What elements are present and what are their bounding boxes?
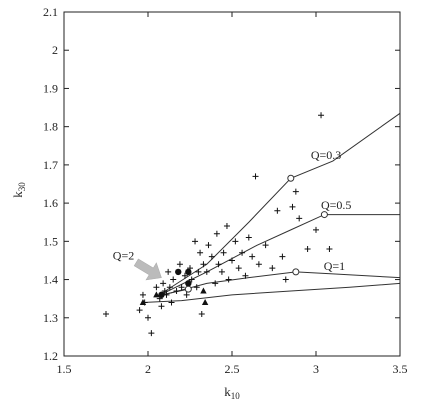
q2-arrow <box>133 258 162 281</box>
plus-marker <box>212 280 219 287</box>
y-tick-label: 2.1 <box>43 5 58 19</box>
curve-3 <box>156 271 401 298</box>
plus-marker <box>245 234 252 241</box>
plus-marker <box>195 268 202 275</box>
plus-marker <box>139 291 146 298</box>
plus-marker <box>326 245 333 252</box>
curve-marker-open-circle <box>320 211 328 219</box>
filled-circle-marker <box>175 268 182 276</box>
curve-marker-open-circle <box>184 285 192 293</box>
y-tick-label: 1.5 <box>43 234 58 248</box>
plus-marker <box>289 203 296 210</box>
plus-marker <box>173 288 180 295</box>
y-tick-label: 1.7 <box>43 158 58 172</box>
filled-triangle-marker <box>200 287 207 294</box>
plus-marker <box>225 276 232 283</box>
x-tick-label: 3 <box>313 362 319 376</box>
plus-marker <box>269 265 276 272</box>
filled-circle-marker <box>185 280 192 287</box>
plus-marker <box>274 207 281 214</box>
plus-marker <box>229 257 235 264</box>
plus-marker <box>292 188 299 195</box>
y-tick-label: 1.4 <box>43 273 58 287</box>
curve-marker-open-circle <box>287 174 295 182</box>
y-axis-title: k30 <box>10 182 27 198</box>
plus-marker <box>181 272 188 279</box>
curve-marker-open-circle <box>292 268 300 276</box>
filled-triangle-marker <box>201 298 209 305</box>
plus-marker <box>215 261 222 268</box>
x-tick-label: 2.5 <box>225 362 240 376</box>
curve-2 <box>156 214 400 298</box>
plus-marker <box>165 268 172 275</box>
plus-marker <box>148 330 155 337</box>
filled-triangle-marker <box>139 298 147 305</box>
curve-4 <box>142 282 401 303</box>
plus-marker <box>188 276 195 283</box>
plot-area: Q=0.3 Q=0.5 Q=1 Q=2 <box>103 112 401 337</box>
plus-marker <box>103 310 109 317</box>
plus-marker <box>161 288 168 295</box>
plus-marker <box>193 284 200 291</box>
plus-marker <box>176 261 183 268</box>
plus-marker <box>153 284 160 291</box>
plus-marker <box>220 249 227 256</box>
plus-marker <box>235 265 242 272</box>
axes: 1.5 2 2.5 3 3.5 1.2 1.3 1.4 1.5 1.6 1.7 1.8 1.9 2 2.1 <box>43 5 408 376</box>
plus-marker <box>262 242 269 249</box>
plus-marker <box>252 173 259 180</box>
plus-marker <box>168 299 175 306</box>
y-tick-label: 2 <box>52 43 58 57</box>
plus-marker <box>318 112 325 119</box>
filled-circle-marker <box>158 291 165 299</box>
y-tick-label: 1.8 <box>43 120 58 134</box>
x-tick-label: 3.5 <box>393 362 408 376</box>
q2-arrow-shape <box>133 258 162 281</box>
y-tick-label: 1.2 <box>43 349 58 363</box>
plus-marker <box>145 314 151 321</box>
filled-triangle-marker <box>153 291 160 298</box>
plus-marker <box>200 261 207 268</box>
plus-marker <box>296 215 303 222</box>
plus-marker <box>203 268 210 275</box>
curve-label: Q=0.5 <box>321 198 351 212</box>
plus-marker <box>213 230 220 237</box>
x-tick-label: 2 <box>145 362 151 376</box>
plus-marker <box>198 310 205 317</box>
plus-marker <box>160 280 167 287</box>
plus-marker <box>242 272 249 279</box>
plus-marker <box>197 249 204 256</box>
plus-marker <box>170 276 177 283</box>
plus-marker <box>279 253 286 260</box>
curve-5 <box>161 288 189 296</box>
curve-label: Q=0.3 <box>311 148 341 162</box>
plus-marker <box>178 284 185 291</box>
plus-marker <box>218 268 225 275</box>
plus-marker <box>205 242 212 249</box>
filled-circle-marker <box>185 268 192 276</box>
plus-marker <box>282 276 289 283</box>
y-tick-label: 1.6 <box>43 196 58 210</box>
plus-marker <box>223 223 230 230</box>
y-tick-label: 1.3 <box>43 311 58 325</box>
q2-arrow-label: Q=2 <box>113 248 134 262</box>
x-tick-label: 1.5 <box>57 362 72 376</box>
curve-label: Q=1 <box>324 259 345 273</box>
plus-marker <box>192 238 199 245</box>
plus-marker <box>183 291 190 298</box>
y-tick-label: 1.9 <box>43 81 58 95</box>
plus-marker <box>166 284 173 291</box>
plus-marker <box>304 245 311 252</box>
plus-marker <box>249 253 256 260</box>
plus-marker <box>313 226 319 233</box>
plus-marker <box>255 261 262 268</box>
plus-marker <box>232 238 239 245</box>
plus-marker <box>136 307 143 314</box>
x-axis-title: k10 <box>224 384 240 401</box>
plus-marker <box>239 249 246 256</box>
plus-marker <box>208 253 215 260</box>
plus-marker <box>158 303 165 310</box>
